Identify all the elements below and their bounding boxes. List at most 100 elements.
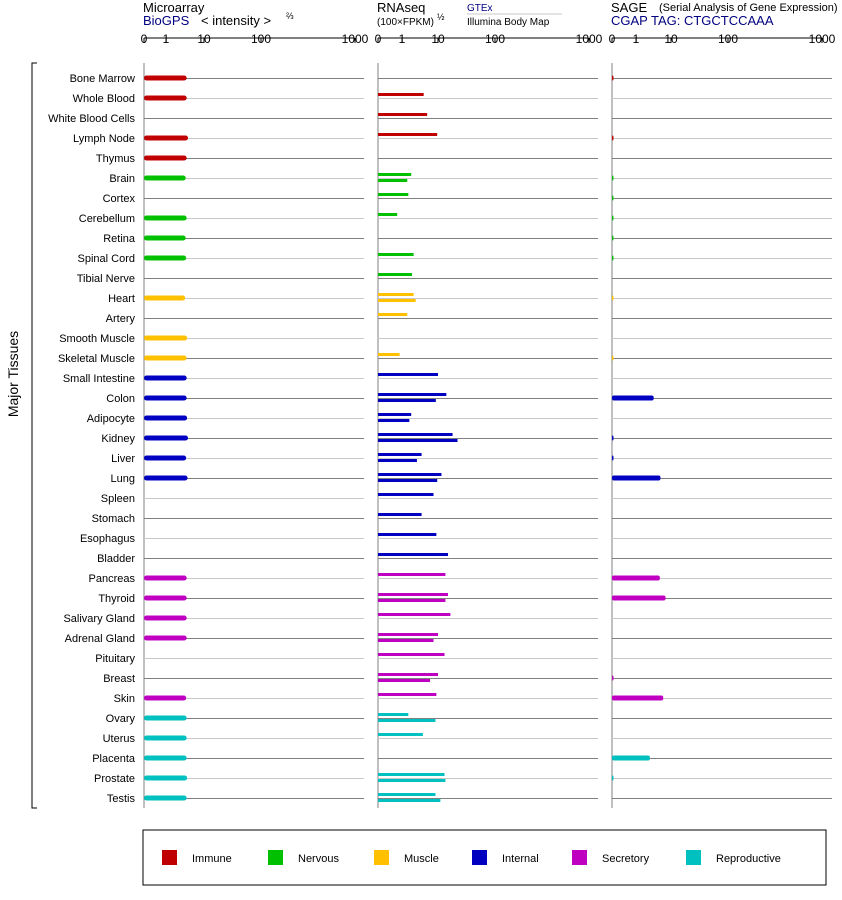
microarray-tick-label: 10 bbox=[197, 32, 211, 46]
rnaseq-bar bbox=[378, 293, 414, 296]
rnaseq-bar bbox=[378, 113, 428, 116]
tissue-label: Colon bbox=[106, 393, 135, 405]
y-axis-label: Major Tissues bbox=[5, 331, 21, 417]
microarray-tick-label: 1 bbox=[163, 32, 170, 46]
legend: Immune Nervous Muscle Internal Secretory Repr… bbox=[162, 850, 781, 865]
legend-label-internal: Internal bbox=[502, 853, 539, 865]
microarray-bar bbox=[144, 635, 187, 641]
rnaseq-bar bbox=[378, 533, 437, 536]
tissue-label: Thymus bbox=[96, 153, 136, 165]
rnaseq-bar bbox=[378, 193, 409, 196]
microarray-bar bbox=[144, 735, 187, 741]
microarray-bar bbox=[144, 375, 187, 381]
microarray-bar bbox=[144, 435, 189, 441]
rnaseq-title: RNAseq bbox=[377, 0, 425, 15]
rnaseq-bar bbox=[378, 393, 447, 396]
tissue-label: Cerebellum bbox=[79, 213, 135, 225]
tissue-label: Kidney bbox=[101, 433, 135, 445]
rnaseq-tick-label: 1000 bbox=[576, 32, 603, 46]
microarray-bar bbox=[144, 155, 187, 161]
microarray-bar bbox=[144, 595, 187, 601]
rnaseq-tick-label: 1 bbox=[399, 32, 406, 46]
sage-header: SAGE (Serial Analysis of Gene Expression… bbox=[611, 0, 838, 28]
fpkm-exponent: ½ bbox=[437, 12, 445, 22]
rnaseq-bar bbox=[378, 399, 436, 402]
rnaseq-tick-label: 10 bbox=[431, 32, 445, 46]
rnaseq-bar bbox=[378, 639, 434, 642]
tissue-label: Small Intestine bbox=[63, 373, 135, 385]
sage-title: SAGE bbox=[611, 0, 647, 15]
tissue-tracks bbox=[143, 63, 832, 808]
x-axes: 0 1 10 100 1000 0 1 10 100 1000 0 1 10 100 1000 bbox=[141, 32, 836, 46]
microarray-bar bbox=[144, 695, 187, 701]
rnaseq-bar bbox=[378, 653, 445, 656]
gtex-link[interactable]: GTEx bbox=[467, 3, 493, 14]
sage-bar bbox=[612, 475, 661, 481]
tissue-label: Spleen bbox=[101, 493, 135, 505]
sage-bar bbox=[612, 175, 614, 181]
rnaseq-bar bbox=[378, 433, 453, 436]
rnaseq-bar bbox=[378, 679, 431, 682]
microarray-bar bbox=[144, 355, 187, 361]
rnaseq-bar bbox=[378, 179, 408, 182]
rnaseq-bar bbox=[378, 799, 441, 802]
fpkm-label: (100×FPKM) bbox=[377, 17, 434, 28]
tissue-label: Lung bbox=[111, 473, 135, 485]
legend-swatch-secretory bbox=[572, 850, 587, 865]
rnaseq-bar bbox=[378, 213, 398, 216]
sage-bar bbox=[612, 355, 614, 361]
tissue-label: Salivary Gland bbox=[63, 613, 135, 625]
rnaseq-bar bbox=[378, 773, 445, 776]
sage-bar bbox=[612, 575, 660, 581]
legend-label-secretory: Secretory bbox=[602, 853, 650, 865]
rnaseq-bar bbox=[378, 473, 442, 476]
sage-bar bbox=[612, 215, 614, 221]
sage-bar bbox=[612, 75, 614, 81]
sage-bar bbox=[612, 675, 614, 681]
rnaseq-bar bbox=[378, 373, 438, 376]
tissue-label: Smooth Muscle bbox=[59, 333, 135, 345]
microarray-bar bbox=[144, 715, 187, 721]
tissue-label: Skin bbox=[114, 693, 135, 705]
tissue-label: Uterus bbox=[103, 733, 136, 745]
cgap-tag-link[interactable]: CGAP TAG: CTGCTCCAAA bbox=[611, 13, 774, 28]
rnaseq-bar bbox=[378, 693, 437, 696]
rnaseq-bar bbox=[378, 573, 446, 576]
rnaseq-bar bbox=[378, 419, 410, 422]
biogps-link[interactable]: BioGPS bbox=[143, 13, 190, 28]
sage-bar bbox=[612, 455, 614, 461]
rnaseq-bar bbox=[378, 599, 446, 602]
intensity-exponent: ⅔ bbox=[286, 11, 294, 21]
rnaseq-header: RNAseq (100×FPKM) ½ GTEx Illumina Body M… bbox=[377, 0, 562, 28]
legend-label-nervous: Nervous bbox=[298, 853, 339, 865]
sage-tick-label: 100 bbox=[718, 32, 738, 46]
tissue-label: White Blood Cells bbox=[48, 113, 135, 125]
legend-label-muscle: Muscle bbox=[404, 853, 439, 865]
microarray-bar bbox=[144, 455, 187, 461]
microarray-bar bbox=[144, 775, 188, 781]
microarray-header: Microarray BioGPS < intensity > ⅔ bbox=[143, 0, 294, 28]
tissue-label: Pancreas bbox=[89, 573, 136, 585]
microarray-bar bbox=[144, 795, 187, 801]
microarray-bar bbox=[144, 75, 187, 81]
rnaseq-bar bbox=[378, 719, 436, 722]
tissue-label: Adrenal Gland bbox=[65, 633, 135, 645]
legend-swatch-nervous bbox=[268, 850, 283, 865]
tissue-label: Spinal Cord bbox=[78, 253, 135, 265]
tissue-label: Stomach bbox=[92, 513, 135, 525]
tissue-label: Placenta bbox=[92, 753, 136, 765]
microarray-bar bbox=[144, 575, 187, 581]
microarray-bar bbox=[144, 295, 186, 301]
microarray-tick-label: 0 bbox=[141, 32, 148, 46]
tissue-label: Lymph Node bbox=[73, 133, 135, 145]
tissue-label: Retina bbox=[103, 233, 136, 245]
microarray-title: Microarray bbox=[143, 0, 205, 15]
rnaseq-bar bbox=[378, 459, 417, 462]
rnaseq-tick-label: 100 bbox=[485, 32, 505, 46]
sage-bar bbox=[612, 755, 650, 761]
microarray-bar bbox=[144, 235, 186, 241]
rnaseq-bar bbox=[378, 253, 414, 256]
expression-bars bbox=[144, 75, 666, 802]
rnaseq-bar bbox=[378, 353, 400, 356]
